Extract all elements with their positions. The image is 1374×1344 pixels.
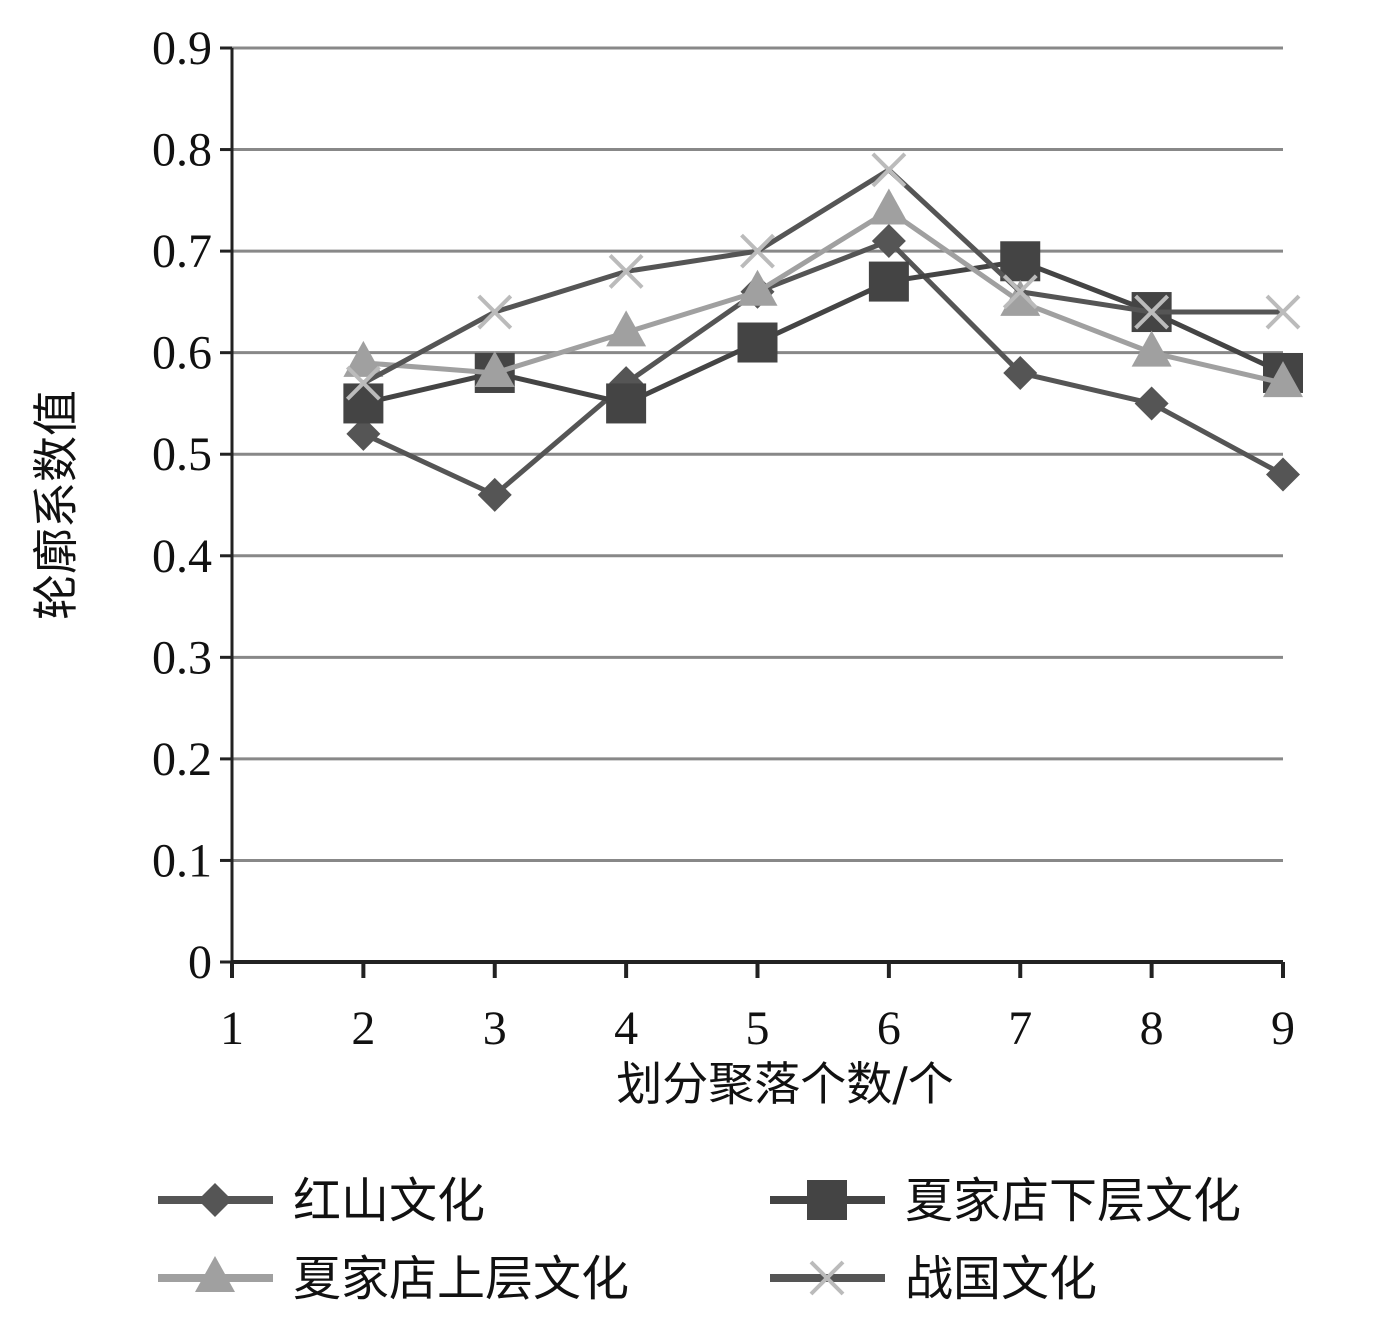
x-axis-label: 划分聚落个数/个 <box>616 1057 954 1111</box>
marker <box>477 294 513 330</box>
marker <box>606 310 647 347</box>
y-tick-label: 0.2 <box>152 733 212 786</box>
y-tick-label: 0.6 <box>152 327 212 380</box>
x-tick-label: 6 <box>877 1002 901 1055</box>
legend-label: 战国文化 <box>905 1251 1097 1307</box>
y-tick-label: 0.8 <box>152 124 212 177</box>
marker <box>740 233 775 269</box>
y-tick-label: 0 <box>188 936 212 989</box>
legend-label: 夏家店下层文化 <box>905 1173 1241 1229</box>
marker <box>1002 274 1038 310</box>
x-tick-label: 7 <box>1008 1002 1032 1055</box>
y-tick-label: 0.3 <box>152 631 212 684</box>
marker <box>737 269 778 306</box>
marker <box>474 350 515 387</box>
marker <box>1003 355 1038 390</box>
marker <box>868 261 909 302</box>
x-tick-label: 8 <box>1140 1002 1164 1055</box>
y-tick-label: 0.7 <box>152 225 212 278</box>
marker <box>343 383 384 424</box>
y-tick-label: 0.4 <box>152 530 212 583</box>
y-tick-label: 0.5 <box>152 428 212 481</box>
marker <box>1134 294 1170 330</box>
marker <box>1000 279 1041 316</box>
marker <box>871 223 906 258</box>
marker <box>346 416 381 451</box>
marker <box>198 1183 232 1217</box>
x-tick-label: 1 <box>220 1002 244 1055</box>
x-tick-label: 4 <box>614 1002 638 1055</box>
marker <box>343 340 384 377</box>
marker <box>737 322 778 363</box>
series-line <box>363 207 1284 386</box>
marker <box>608 254 644 289</box>
x-tick-label: 9 <box>1271 1002 1295 1055</box>
marker <box>807 1180 847 1220</box>
x-tick-label: 5 <box>746 1002 770 1055</box>
legend-label: 红山文化 <box>293 1173 485 1229</box>
marker <box>1134 386 1169 421</box>
y-tick-label: 0.1 <box>152 834 212 887</box>
marker <box>606 383 647 424</box>
marker <box>871 152 907 188</box>
series-line <box>362 238 1285 498</box>
marker <box>1000 241 1041 282</box>
marker <box>477 477 512 512</box>
series-line <box>362 166 1283 386</box>
x-tick-label: 2 <box>351 1002 375 1055</box>
marker <box>868 188 909 225</box>
marker <box>1131 330 1172 367</box>
y-axis-label: 轮廓系数值 <box>29 390 83 620</box>
x-tick-label: 3 <box>483 1002 507 1055</box>
marker <box>1266 457 1300 492</box>
y-tick-label: 0.9 <box>152 22 212 75</box>
marker <box>345 365 381 401</box>
legend-label: 夏家店上层文化 <box>293 1251 629 1307</box>
marker <box>195 1256 235 1292</box>
marker <box>1263 361 1303 398</box>
marker <box>809 1260 845 1296</box>
marker <box>1265 294 1301 330</box>
series-line <box>362 258 1285 407</box>
